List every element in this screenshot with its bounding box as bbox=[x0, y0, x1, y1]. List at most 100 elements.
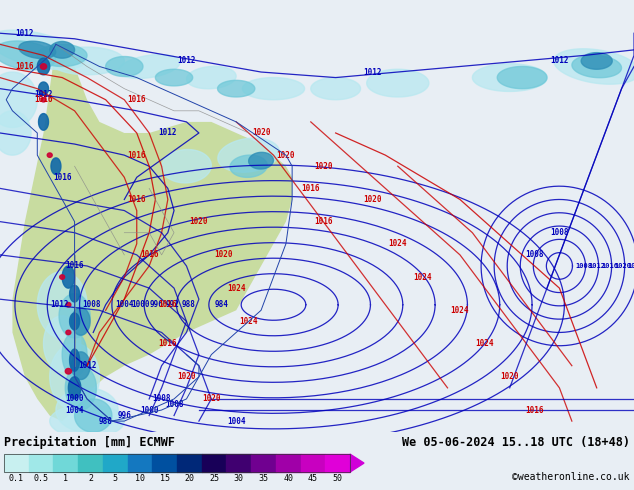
Polygon shape bbox=[186, 66, 236, 89]
Text: ©weatheronline.co.uk: ©weatheronline.co.uk bbox=[512, 472, 630, 482]
Polygon shape bbox=[218, 138, 280, 172]
Polygon shape bbox=[51, 158, 61, 174]
Text: 1016: 1016 bbox=[16, 62, 34, 71]
Bar bbox=[4, 454, 350, 472]
Text: 1016: 1016 bbox=[158, 300, 177, 309]
Polygon shape bbox=[0, 111, 31, 155]
Polygon shape bbox=[56, 388, 118, 432]
Polygon shape bbox=[249, 152, 273, 169]
Bar bbox=[103, 454, 127, 472]
Text: 1024: 1024 bbox=[476, 339, 494, 348]
Polygon shape bbox=[0, 41, 56, 70]
Text: 1012: 1012 bbox=[158, 128, 177, 138]
Text: 10: 10 bbox=[135, 474, 145, 483]
Text: 1016: 1016 bbox=[127, 150, 146, 160]
Polygon shape bbox=[41, 64, 47, 69]
Text: 1012: 1012 bbox=[178, 56, 196, 66]
Text: 1020: 1020 bbox=[364, 195, 382, 204]
FancyArrow shape bbox=[350, 454, 364, 472]
Polygon shape bbox=[65, 366, 96, 410]
Text: 1008: 1008 bbox=[165, 400, 183, 409]
Text: 1016: 1016 bbox=[526, 406, 544, 415]
Polygon shape bbox=[70, 313, 79, 330]
Polygon shape bbox=[48, 153, 52, 157]
Text: 40: 40 bbox=[283, 474, 293, 483]
Polygon shape bbox=[572, 55, 621, 78]
Polygon shape bbox=[0, 72, 37, 127]
Text: 1020: 1020 bbox=[252, 128, 270, 138]
Text: 30: 30 bbox=[234, 474, 244, 483]
Bar bbox=[53, 454, 78, 472]
Text: 1016: 1016 bbox=[34, 95, 53, 104]
Bar bbox=[301, 454, 325, 472]
Polygon shape bbox=[49, 343, 100, 410]
Text: 1012: 1012 bbox=[78, 361, 96, 370]
Polygon shape bbox=[37, 58, 49, 75]
Polygon shape bbox=[19, 41, 56, 58]
Polygon shape bbox=[62, 266, 75, 288]
Polygon shape bbox=[553, 49, 634, 84]
Text: 1012: 1012 bbox=[550, 56, 569, 66]
Polygon shape bbox=[59, 294, 90, 338]
Text: 992: 992 bbox=[166, 300, 179, 309]
Polygon shape bbox=[37, 271, 87, 338]
Bar bbox=[325, 454, 350, 472]
Text: 1020: 1020 bbox=[615, 263, 631, 269]
Polygon shape bbox=[217, 80, 255, 97]
Text: 1004: 1004 bbox=[227, 416, 245, 426]
Polygon shape bbox=[72, 352, 90, 380]
Polygon shape bbox=[119, 54, 180, 78]
Text: 996: 996 bbox=[150, 300, 164, 309]
Text: 1012: 1012 bbox=[51, 300, 69, 309]
Text: 1012: 1012 bbox=[588, 263, 605, 269]
Polygon shape bbox=[49, 42, 75, 58]
Text: 1024: 1024 bbox=[413, 272, 432, 282]
Text: 1008: 1008 bbox=[576, 263, 593, 269]
Text: 1024: 1024 bbox=[227, 284, 245, 293]
Text: 15: 15 bbox=[160, 474, 170, 483]
Text: 1: 1 bbox=[63, 474, 68, 483]
Text: 1004: 1004 bbox=[65, 406, 84, 415]
Text: 50: 50 bbox=[333, 474, 342, 483]
Text: 1012: 1012 bbox=[16, 29, 34, 38]
Polygon shape bbox=[37, 44, 87, 67]
Polygon shape bbox=[70, 349, 79, 371]
Polygon shape bbox=[39, 82, 48, 95]
Text: 0.5: 0.5 bbox=[34, 474, 49, 483]
Text: 1024: 1024 bbox=[240, 317, 258, 326]
Text: We 05-06-2024 15..18 UTC (18+48): We 05-06-2024 15..18 UTC (18+48) bbox=[402, 436, 630, 449]
Bar bbox=[127, 454, 152, 472]
Text: 1008: 1008 bbox=[526, 250, 544, 259]
Polygon shape bbox=[62, 332, 87, 377]
Polygon shape bbox=[13, 44, 292, 421]
Polygon shape bbox=[49, 47, 124, 75]
Text: 1016: 1016 bbox=[127, 95, 146, 104]
Text: 20: 20 bbox=[184, 474, 195, 483]
Text: 1004: 1004 bbox=[115, 300, 134, 309]
Bar bbox=[177, 454, 202, 472]
Text: 988: 988 bbox=[182, 300, 196, 309]
Text: 1024: 1024 bbox=[389, 239, 407, 248]
Text: 2: 2 bbox=[88, 474, 93, 483]
Text: 1024: 1024 bbox=[628, 263, 634, 269]
Polygon shape bbox=[497, 67, 547, 89]
Text: 1016: 1016 bbox=[140, 250, 158, 259]
Polygon shape bbox=[49, 404, 124, 438]
Text: 1020: 1020 bbox=[202, 394, 221, 403]
Text: 1012: 1012 bbox=[364, 68, 382, 76]
Polygon shape bbox=[39, 114, 48, 130]
Text: 1012: 1012 bbox=[34, 90, 53, 98]
Polygon shape bbox=[41, 98, 46, 102]
Polygon shape bbox=[162, 149, 211, 183]
Text: 1020: 1020 bbox=[500, 372, 519, 381]
Polygon shape bbox=[68, 377, 81, 399]
Polygon shape bbox=[75, 399, 112, 432]
Text: Precipitation [mm] ECMWF: Precipitation [mm] ECMWF bbox=[4, 436, 175, 449]
Polygon shape bbox=[60, 275, 65, 279]
Text: 1000: 1000 bbox=[131, 300, 150, 309]
Polygon shape bbox=[44, 316, 81, 371]
Text: 1016: 1016 bbox=[127, 195, 146, 204]
Polygon shape bbox=[0, 30, 86, 70]
Polygon shape bbox=[72, 308, 90, 335]
Text: 1008: 1008 bbox=[83, 300, 101, 309]
